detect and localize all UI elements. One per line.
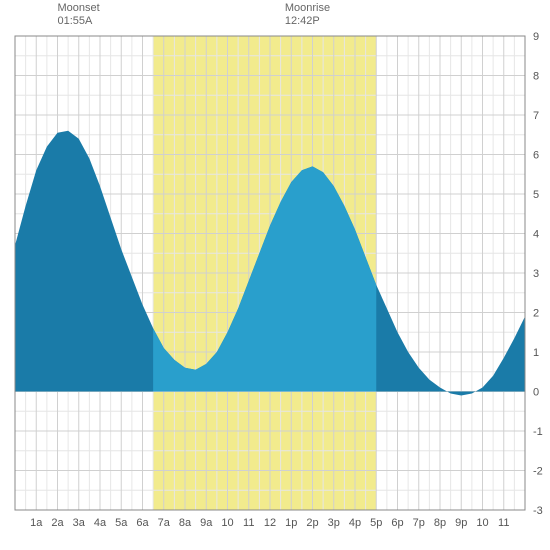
moonrise-time: 12:42P	[285, 15, 330, 28]
x-tick-label: 1a	[30, 517, 43, 529]
y-tick-label: 0	[533, 387, 539, 399]
x-tick-label: 11	[498, 517, 509, 529]
y-tick-label: 6	[533, 150, 539, 162]
x-tick-label: 8a	[179, 517, 192, 529]
moonset-label: Moonset 01:55A	[58, 2, 100, 28]
x-tick-label: 2a	[51, 517, 64, 529]
x-tick-label: 4a	[94, 517, 107, 529]
x-tick-label: 5p	[370, 517, 382, 529]
x-tick-label: 9a	[200, 517, 213, 529]
y-tick-label: -3	[533, 505, 543, 517]
x-tick-label: 10	[476, 517, 488, 529]
y-tick-label: 1	[533, 347, 539, 359]
x-tick-label: 7a	[158, 517, 171, 529]
moonset-time: 01:55A	[58, 15, 100, 28]
x-axis-ticks: 1a 2a 3a 4a 5a 6a 7a 8a 9a 10 11 12 1p 2p 3p 4p 5p 6p 7p 8p…	[30, 517, 509, 529]
x-tick-label: 5a	[115, 517, 128, 529]
x-tick-label: 4p	[349, 517, 361, 529]
y-tick-label: -1	[533, 426, 543, 438]
x-tick-label: 8p	[434, 517, 446, 529]
x-tick-label: 12	[264, 517, 276, 529]
chart-svg: 1a2a3a4a5a6a7a8a9a1011121p2p3p4p5p6p7p8p…	[0, 0, 550, 550]
tide-chart: Moonset 01:55A Moonrise 12:42P 1a 2a 3a 4a 5…	[0, 0, 550, 550]
y-axis-ticks: -3-2-10123456789	[533, 31, 543, 517]
x-tick-label: 10	[221, 517, 233, 529]
moonrise-label: Moonrise 12:42P	[285, 2, 330, 28]
y-tick-label: 5	[533, 189, 539, 201]
moonrise-title: Moonrise	[285, 2, 330, 15]
x-tick-label: 3p	[328, 517, 340, 529]
x-tick-label: 2p	[306, 517, 318, 529]
x-tick-label: 11	[243, 517, 254, 529]
y-tick-label: -2	[533, 466, 543, 478]
y-tick-label: 3	[533, 268, 539, 280]
y-tick-label: 2	[533, 308, 539, 320]
x-tick-label: 6p	[391, 517, 403, 529]
y-tick-label: 7	[533, 110, 539, 122]
moonset-title: Moonset	[58, 2, 100, 15]
y-tick-label: 4	[533, 229, 539, 241]
x-tick-label: 3a	[73, 517, 86, 529]
x-tick-label: 1p	[285, 517, 297, 529]
x-tick-label: 9p	[455, 517, 467, 529]
x-tick-label: 6a	[136, 517, 149, 529]
y-tick-label: 8	[533, 71, 539, 83]
header-annotations: Moonset 01:55A Moonrise 12:42P	[0, 0, 550, 36]
x-tick-label: 7p	[413, 517, 425, 529]
